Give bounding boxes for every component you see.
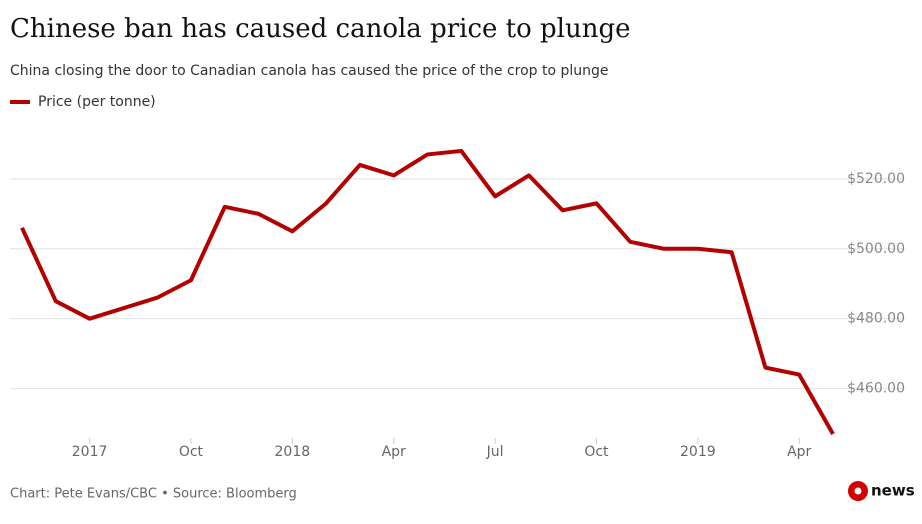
y-tick-label: $500.00 — [847, 241, 905, 257]
chart-subtitle: China closing the door to Canadian canol… — [10, 63, 609, 79]
x-tick-label: Oct — [584, 444, 609, 460]
y-tick-label: $520.00 — [847, 171, 905, 187]
x-tick-label: Apr — [382, 444, 406, 460]
x-tick-label: 2018 — [275, 444, 311, 460]
x-tick-label: 2017 — [72, 444, 108, 460]
legend-label: Price (per tonne) — [38, 94, 156, 110]
x-tick-label: Apr — [787, 444, 811, 460]
logo-text: news — [871, 482, 915, 500]
x-tick-label: Jul — [486, 444, 504, 460]
x-tick-label: 2019 — [680, 444, 716, 460]
logo-icon — [848, 481, 868, 501]
chart-title: Chinese ban has caused canola price to p… — [10, 14, 631, 44]
legend-swatch — [10, 100, 30, 104]
x-tick-label: Oct — [179, 444, 204, 460]
price-line — [20, 148, 835, 435]
y-tick-label: $460.00 — [847, 381, 905, 397]
y-tick-label: $480.00 — [847, 311, 905, 327]
source: Chart: Pete Evans/CBC • Source: Bloomber… — [10, 487, 297, 502]
